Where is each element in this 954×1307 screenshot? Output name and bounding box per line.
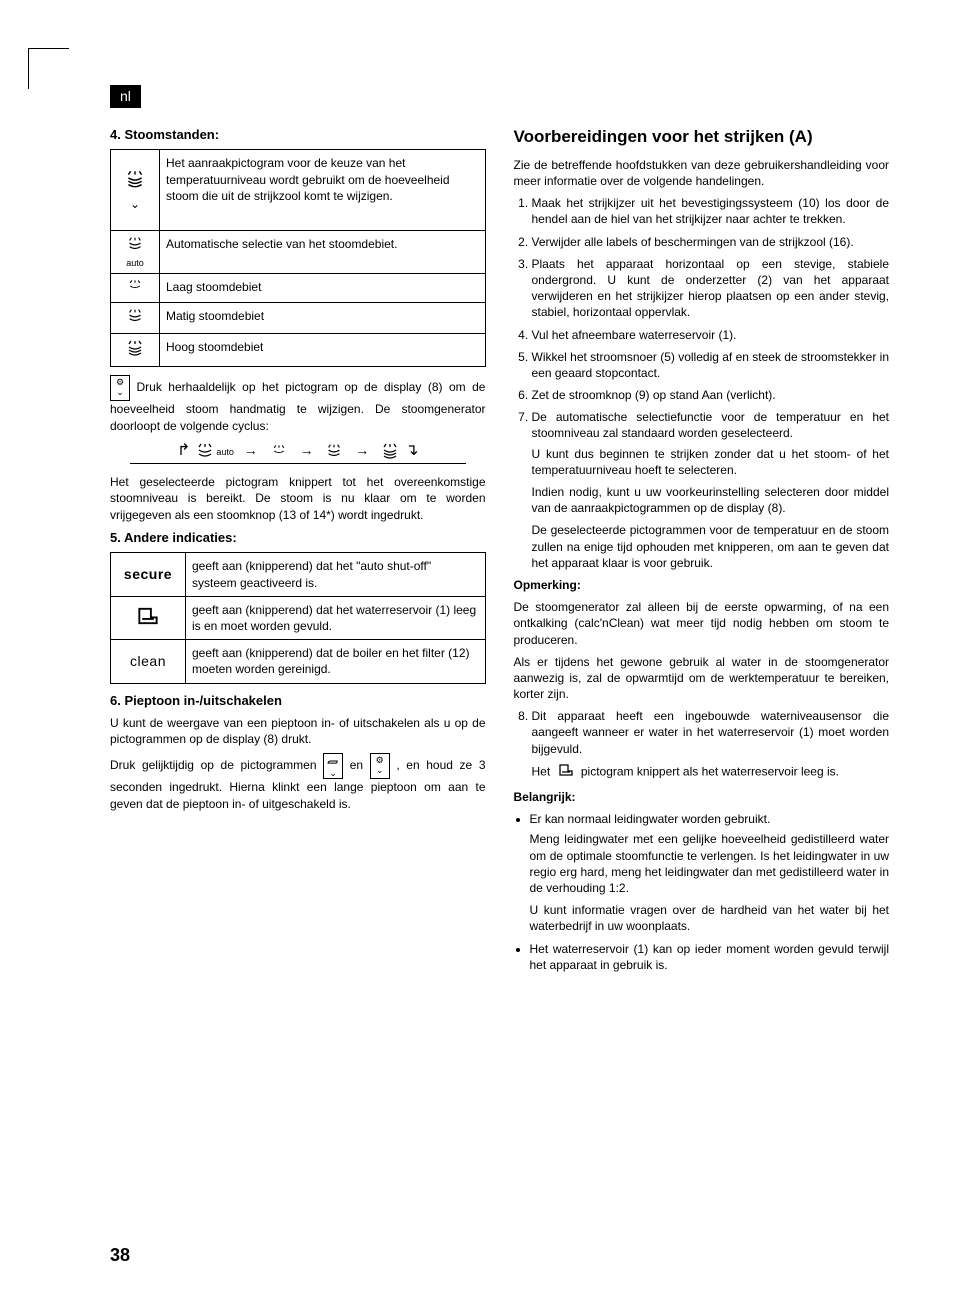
steam-high-icon [111,334,160,367]
right-column: Voorbereidingen voor het strijken (A) Zi… [514,126,890,977]
display-box-icon: ⚙⌄ [110,375,130,401]
tank-empty-icon [132,603,164,629]
important-1: Er kan normaal leidingwater worden gebru… [530,811,890,934]
step-8: Dit apparaat heeft een ingebouwde watern… [532,708,890,783]
steam-low-icon [111,273,160,302]
clean-indicator: clean [130,653,166,669]
section-4-title: 4. Stoomstanden: [110,126,486,144]
preparation-heading: Voorbereidingen voor het strijken (A) [514,126,890,149]
preparation-steps-cont: Dit apparaat heeft een ingebouwde watern… [514,708,890,783]
step-4: Vul het afneembare waterreservoir (1). [532,327,890,343]
chevron-down-icon: ⌄ [113,196,157,212]
indicators-table: secure geeft aan (knipperend) dat het "a… [110,552,486,683]
step-7: De automatische selectiefunctie voor de … [532,409,890,571]
left-column: 4. Stoomstanden: ⌄ Het aanraakpictogram … [110,126,486,977]
steam-med-icon [111,302,160,333]
note-2: Als er tijdens het gewone gebruik al wat… [514,654,890,703]
important-label: Belangrijk: [514,789,890,805]
sec4-para1: ⚙⌄ Druk herhaaldelijk op het pictogram o… [110,375,486,433]
sec4-para2: Het geselecteerde pictogram knippert tot… [110,474,486,523]
step-3: Plaats het apparaat horizontaal op een s… [532,256,890,321]
clean-desc: geeft aan (knipperend) dat de boiler en … [186,640,486,683]
language-tag: nl [110,85,141,108]
steam-main-desc: Het aanraakpictogram voor de keuze van h… [160,150,486,231]
steam-high-desc: Hoog stoomdebiet [160,334,486,367]
steam-levels-table: ⌄ Het aanraakpictogram voor de keuze van… [110,149,486,367]
step-6: Zet de stroomknop (9) op stand Aan (verl… [532,387,890,403]
step-1: Maak het strijkijzer uit het bevestiging… [532,195,890,227]
tank-icon-inline [554,761,578,783]
temp-box-icon: ⌄ [323,753,343,779]
steam-main-icon: ⌄ [111,150,160,231]
sec6-para1: U kunt de weergave van een pieptoon in- … [110,715,486,747]
steam-box-icon: ⚙⌄ [370,753,390,779]
step-5: Wikkel het stroomsnoer (5) volledig af e… [532,349,890,381]
preparation-steps: Maak het strijkijzer uit het bevestiging… [514,195,890,571]
steam-auto-desc: Automatische selectie van het stoomdebie… [160,231,486,273]
page-number: 38 [110,1243,130,1267]
important-2: Het waterreservoir (1) kan op ieder mome… [530,941,890,973]
secure-desc: geeft aan (knipperend) dat het "auto shu… [186,553,486,596]
note-label: Opmerking: [514,577,890,593]
steam-med-desc: Matig stoomdebiet [160,302,486,333]
tank-empty-desc: geeft aan (knipperend) dat het waterrese… [186,596,486,639]
secure-indicator: secure [124,566,172,582]
important-list: Er kan normaal leidingwater worden gebru… [514,811,890,973]
step-2: Verwijder alle labels of beschermingen v… [532,234,890,250]
steam-cycle-diagram: ↱ auto → → → ↴ [110,440,486,465]
section-5-title: 5. Andere indicaties: [110,529,486,547]
prep-intro: Zie de betreffende hoofdstukken van deze… [514,157,890,189]
sec6-para2: Druk gelijktijdig op de pictogrammen ⌄ e… [110,753,486,811]
steam-low-desc: Laag stoomdebiet [160,273,486,302]
note-1: De stoomgenerator zal alleen bij de eers… [514,599,890,648]
steam-auto-icon: auto [111,231,160,273]
section-6-title: 6. Pieptoon in-/uitschakelen [110,692,486,710]
